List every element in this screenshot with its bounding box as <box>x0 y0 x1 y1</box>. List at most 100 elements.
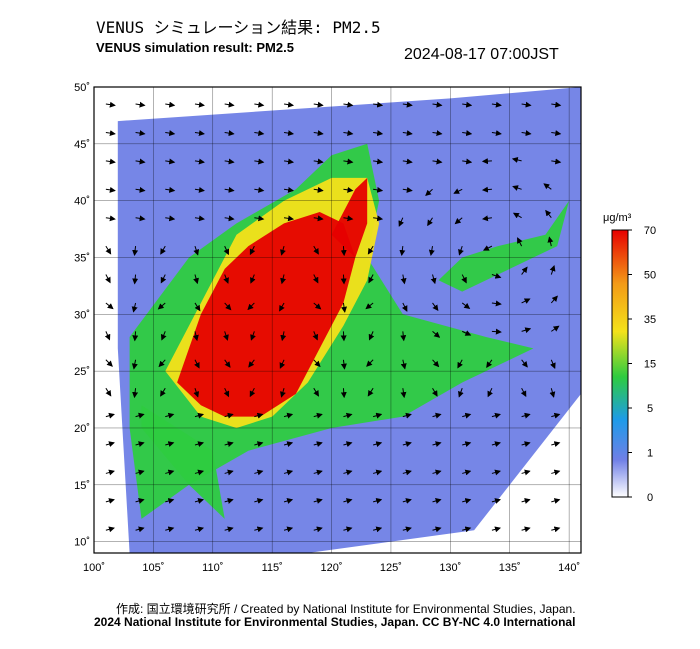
graticule-lines <box>94 87 581 553</box>
wind-arrow <box>224 498 234 504</box>
wind-arrow <box>283 158 295 165</box>
wind-arrow <box>368 331 375 341</box>
wind-arrow <box>313 186 324 193</box>
wind-arrow <box>135 441 145 448</box>
wind-arrow <box>373 158 384 165</box>
wind-arrow <box>402 186 413 193</box>
wind-arrow <box>105 498 115 504</box>
wind-arrow <box>105 101 116 108</box>
wind-arrow <box>165 498 175 504</box>
wind-arrow <box>343 412 353 419</box>
wind-arrow <box>547 236 554 247</box>
wind-arrow <box>491 526 501 533</box>
wind-arrow <box>402 526 412 533</box>
wind-arrow <box>373 526 383 533</box>
wind-arrow <box>165 186 176 193</box>
wind-arrow <box>283 498 294 504</box>
wind-arrow <box>132 246 139 257</box>
wind-arrow <box>432 498 442 504</box>
wind-arrow <box>521 526 531 533</box>
wind-arrow <box>223 245 230 256</box>
wind-arrow <box>313 215 324 222</box>
wind-arrow <box>462 526 472 533</box>
wind-arrow <box>105 412 115 419</box>
wind-arrow <box>135 158 146 165</box>
wind-arrow <box>135 469 145 476</box>
wind-arrow <box>104 331 111 341</box>
wind-arrow <box>250 331 256 341</box>
wind-arrow <box>132 331 139 342</box>
wind-arrow <box>279 302 285 312</box>
x-tick-label: 120˚ <box>321 562 343 574</box>
wind-arrow <box>194 469 205 476</box>
wind-arrow <box>165 469 175 476</box>
wind-arrow <box>132 274 139 285</box>
wind-arrow <box>247 302 255 311</box>
wind-arrow <box>425 188 433 197</box>
wind-arrow <box>165 526 175 533</box>
wind-arrow <box>373 441 383 448</box>
wind-arrow <box>400 274 407 285</box>
wind-arrow <box>223 331 229 341</box>
wind-arrow <box>551 158 562 165</box>
wind-arrow <box>402 130 413 137</box>
colorbar-unit: μg/m³ <box>603 212 632 224</box>
wind-arrow <box>461 274 467 284</box>
wind-arrow <box>343 101 354 108</box>
wind-arrow <box>165 101 176 108</box>
wind-arrow <box>431 387 438 397</box>
wind-arrow <box>165 130 176 137</box>
wind-arrow <box>194 186 205 193</box>
wind-arrow <box>340 388 347 399</box>
wind-arrow <box>223 274 229 284</box>
wind-arrow <box>283 215 295 222</box>
wind-arrow <box>521 298 531 304</box>
wind-arrow <box>280 274 286 285</box>
wind-arrow <box>402 412 412 419</box>
wind-arrow <box>400 388 407 399</box>
wind-arrow <box>551 412 561 419</box>
wind-arrow <box>458 388 464 398</box>
colorbar-tick-label: 0 <box>647 492 653 504</box>
wind-arrow <box>432 158 443 165</box>
wind-arrow <box>165 441 175 448</box>
wind-arrow <box>283 526 294 533</box>
wind-arrow <box>521 266 528 275</box>
wind-arrow <box>491 272 502 279</box>
wind-arrow <box>254 441 264 448</box>
wind-arrow <box>551 469 561 476</box>
wind-arrow <box>487 387 493 398</box>
wind-arrow <box>193 388 200 398</box>
wind-arrow <box>428 246 435 256</box>
x-axis-ticks: 100˚ 105˚ 110˚ 115˚ 120˚ 125˚ 130˚ 135˚ 140˚ <box>83 562 580 574</box>
wind-arrow <box>158 359 166 368</box>
region-japan-green <box>438 200 570 292</box>
wind-arrow <box>105 186 116 193</box>
wind-arrow <box>224 412 234 419</box>
wind-arrow <box>135 215 146 222</box>
wind-arrow <box>283 412 294 419</box>
y-tick-label: 45˚ <box>74 139 90 151</box>
wind-arrow <box>254 158 265 165</box>
wind-arrow <box>313 302 322 310</box>
wind-arrow <box>432 101 443 108</box>
wind-vectors <box>104 101 562 533</box>
wind-arrow <box>366 359 374 367</box>
wind-arrow <box>521 359 528 368</box>
wind-arrow <box>105 441 115 448</box>
wind-arrow <box>135 526 145 533</box>
wind-arrow <box>254 469 264 476</box>
wind-arrow <box>343 130 354 137</box>
y-tick-label: 25˚ <box>74 366 90 378</box>
wind-arrow <box>249 245 256 256</box>
wind-arrow <box>551 325 560 332</box>
wind-arrow <box>105 245 112 255</box>
wind-arrow <box>343 469 353 476</box>
wind-arrow <box>491 130 502 137</box>
wind-arrow <box>453 188 463 194</box>
wind-arrow <box>462 441 472 448</box>
wind-arrow <box>105 215 116 222</box>
y-tick-label: 40˚ <box>74 196 90 208</box>
